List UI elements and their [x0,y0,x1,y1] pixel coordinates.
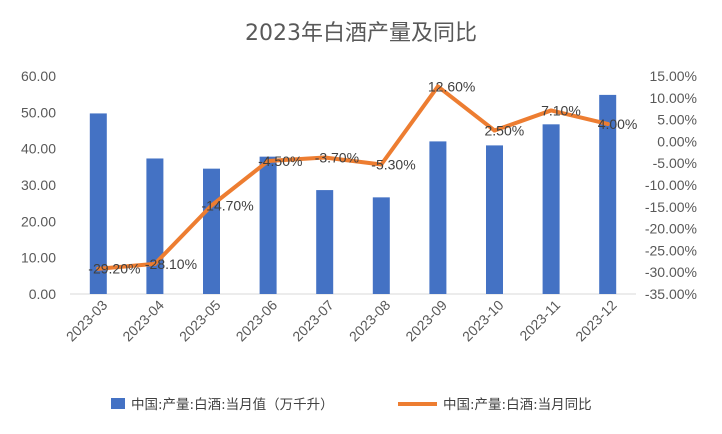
data-label: 4.00% [598,116,638,132]
right-axis: -35.00% -30.00% -25.00% -20.00% -15.00% -10.0… [645,68,697,302]
bar [599,94,617,294]
line-series [96,84,610,271]
x-tick-label: 2023-04 [119,297,167,345]
line-point [605,121,610,126]
bar [429,141,447,294]
line-point [209,203,214,208]
right-tick-label: -5.00% [653,155,697,171]
data-label: -4.50% [258,153,302,169]
right-tick-label: 15.00% [650,68,697,84]
line-point [492,128,497,133]
line-path [96,84,610,271]
left-tick-label: 20.00 [21,213,56,229]
bar [542,124,560,294]
line-point [266,159,271,164]
x-tick-label: 2023-08 [346,297,394,345]
legend-label-bar: 中国:产量:白酒:当月值（万千升） [131,397,334,413]
line-point [379,162,384,167]
bar [259,156,277,294]
x-tick-label: 2023-03 [63,297,111,345]
data-label: -14.70% [202,197,254,213]
x-axis-labels: 2023-03 2023-04 2023-05 2023-06 2023-07 2023-… [63,297,620,345]
line-point [322,155,327,160]
x-tick-label: 2023-07 [289,297,337,345]
data-label: 12.60% [428,78,475,94]
data-label: -28.10% [145,256,197,272]
bar [486,145,503,294]
x-tick-label: 2023-05 [176,297,224,345]
bar [203,168,220,294]
data-label: -29.20% [88,261,140,277]
legend-label-line: 中国:产量:白酒:当月同比 [443,397,592,413]
right-tick-label: -35.00% [645,286,697,302]
left-axis: 0.00 10.00 20.00 30.00 40.00 50.00 60.00 [21,68,56,302]
line-point [549,108,554,113]
left-tick-label: 50.00 [21,104,56,120]
line-point [435,84,440,89]
line-point [152,261,157,266]
chart-title: 2023年白酒产量及同比 [245,21,477,46]
legend: 中国:产量:白酒:当月值（万千升） 中国:产量:白酒:当月同比 [111,397,592,413]
x-tick-label: 2023-06 [233,297,281,345]
data-labels: -29.20% -28.10% -14.70% -4.50% -3.70% -5.30% 1… [88,78,637,276]
data-label: -5.30% [371,157,415,173]
data-label: 2.50% [485,123,525,139]
line-point [96,266,101,271]
left-tick-label: 40.00 [21,141,56,157]
data-label: 7.10% [541,102,581,118]
x-tick-label: 2023-09 [402,297,450,345]
x-tick-label: 2023-10 [459,297,507,345]
right-tick-label: 5.00% [657,112,697,128]
left-tick-label: 10.00 [21,250,56,266]
bar [146,158,164,294]
right-tick-label: -20.00% [645,221,697,237]
legend-swatch-bar [111,398,125,409]
bar [89,113,107,294]
right-tick-label: -10.00% [645,177,697,193]
right-tick-label: -15.00% [645,199,697,215]
x-tick-label: 2023-11 [516,297,563,344]
data-label: -3.70% [315,150,359,166]
right-tick-label: -25.00% [645,242,697,258]
right-tick-label: -30.00% [645,264,697,280]
left-tick-label: 30.00 [21,177,56,193]
right-tick-label: 10.00% [650,90,697,106]
right-tick-label: 0.00% [657,133,697,149]
x-tick-label: 2023-12 [572,297,620,345]
bar [316,190,334,294]
bar [372,197,390,294]
left-tick-label: 60.00 [21,68,56,84]
left-tick-label: 0.00 [29,286,56,302]
